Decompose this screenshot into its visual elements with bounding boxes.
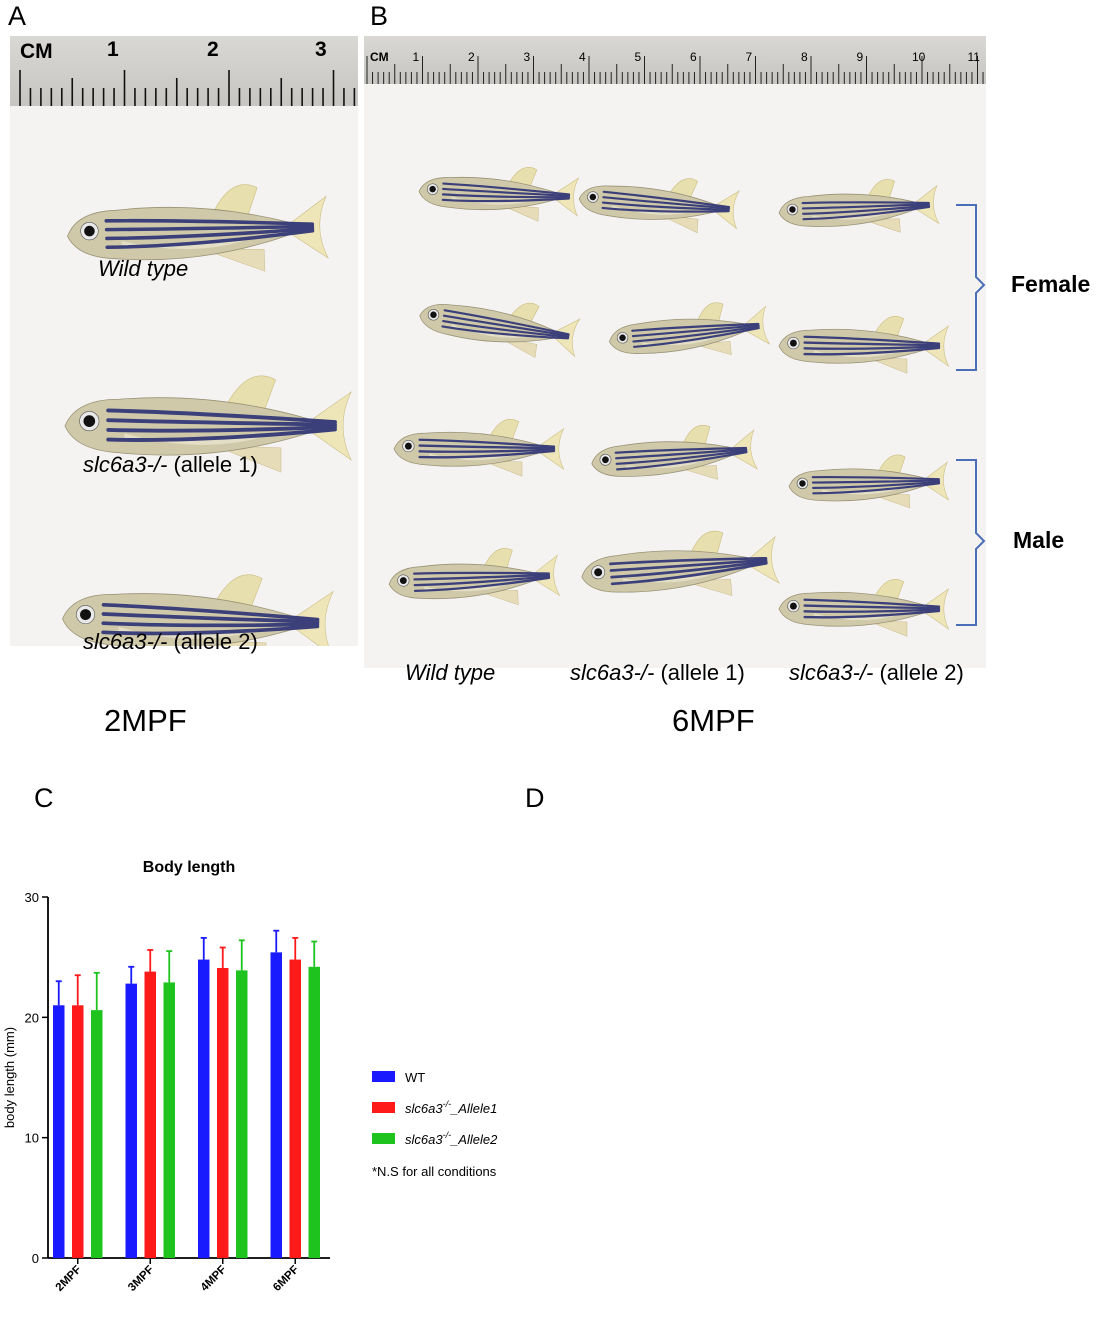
bar — [308, 966, 320, 1258]
ruler-b-label: 3 — [523, 50, 531, 64]
panel-a-label-wildtype: Wild type — [98, 256, 189, 281]
bar — [163, 982, 175, 1258]
ruler-b-unit: CM — [370, 50, 389, 64]
zebrafish — [393, 419, 565, 477]
legend-swatch — [372, 1071, 395, 1082]
ruler-b-label: 5 — [634, 50, 642, 64]
ruler-a-ticks — [19, 70, 356, 106]
ruler-b-label: 7 — [745, 50, 753, 64]
chart-title: Body length — [143, 859, 235, 876]
bar — [217, 967, 229, 1258]
bar — [72, 1005, 84, 1258]
ruler-b-label: 8 — [801, 50, 808, 64]
ruler-a-label-1: 1 — [107, 38, 119, 61]
ruler-b: CM 1 2 3 4 5 6 7 8 9 10 11 — [364, 36, 986, 84]
bar — [236, 970, 248, 1258]
ruler-a-label-3: 3 — [315, 38, 327, 61]
zebrafish — [578, 178, 740, 234]
ruler-a: CM 1 2 3 — [10, 36, 358, 106]
panel-a-fish-layer — [62, 184, 352, 646]
zebrafish — [388, 548, 561, 606]
ruler-b-label: 4 — [579, 50, 586, 64]
legend-swatch — [372, 1102, 395, 1113]
zebrafish — [591, 424, 759, 480]
x-tick-label: 4MPF — [199, 1264, 229, 1294]
panel-letter-a: A — [8, 1, 27, 31]
legend-label: WT — [405, 1070, 425, 1085]
panel-b-photo: CM 1 2 3 4 5 6 7 8 9 10 11 — [364, 36, 986, 668]
y-tick-label: 0 — [32, 1251, 39, 1266]
panel-b-fish-layer — [388, 167, 950, 637]
group-label-male: Male — [1013, 527, 1065, 553]
zebrafish — [581, 530, 781, 597]
zebrafish — [608, 302, 771, 356]
ruler-a-label-2: 2 — [207, 38, 219, 61]
ruler-b-label: 2 — [468, 50, 475, 64]
bar — [270, 952, 282, 1258]
zebrafish — [62, 574, 335, 646]
chart-note: *N.S for all conditions — [372, 1164, 497, 1179]
ruler-b-label: 6 — [690, 50, 697, 64]
panel-a-photo: CM 1 2 3 — [10, 36, 358, 646]
zebrafish — [788, 454, 950, 509]
panel-b-stage: 6MPF — [672, 703, 755, 738]
bar — [144, 971, 156, 1258]
group-braces — [956, 204, 986, 626]
panel-letter-b: B — [370, 1, 389, 31]
y-axis-label: body length (mm) — [2, 1027, 17, 1128]
bar — [125, 983, 137, 1258]
bar — [289, 959, 301, 1258]
ruler-b-label: 9 — [856, 50, 864, 64]
zebrafish — [67, 184, 329, 272]
x-tick-label: 3MPF — [126, 1264, 156, 1294]
ruler-a-unit: CM — [20, 40, 53, 63]
female-brace — [956, 204, 986, 371]
zebrafish — [778, 579, 950, 637]
bar — [91, 1010, 103, 1258]
panel-letter-c: C — [34, 783, 54, 813]
ruler-b-label: 10 — [912, 50, 926, 64]
y-tick-label: 30 — [25, 890, 39, 905]
body-length-chart: Body length body length (mm) 0 10 20 30 2MPF 3M… — [2, 859, 498, 1294]
ruler-b-label: 11 — [967, 50, 980, 64]
ruler-b-ticks — [366, 56, 984, 84]
zebrafish — [778, 179, 940, 233]
zebrafish — [778, 316, 950, 374]
panel-b-label-allele1: slc6a3-/- (allele 1) — [570, 660, 745, 685]
panel-a-label-allele2: slc6a3-/- (allele 2) — [83, 629, 258, 654]
legend-label: slc6a3-/-_Allele2 — [405, 1130, 498, 1147]
legend-label: slc6a3-/-_Allele1 — [405, 1099, 497, 1116]
group-label-female: Female — [1011, 271, 1091, 297]
x-tick-label: 6MPF — [271, 1264, 301, 1294]
zebrafish — [418, 167, 580, 222]
panel-letter-d: D — [525, 783, 545, 813]
y-tick-label: 10 — [25, 1131, 39, 1146]
x-tick-label: 2MPF — [54, 1264, 84, 1294]
male-brace — [956, 459, 986, 626]
ruler-b-label: 1 — [412, 50, 420, 64]
legend-swatch — [372, 1133, 395, 1144]
zebrafish — [419, 302, 581, 359]
y-tick-label: 20 — [25, 1010, 39, 1025]
panel-b-label-wildtype: Wild type — [405, 660, 496, 685]
bar — [198, 959, 210, 1258]
bar — [53, 1005, 65, 1258]
panel-b-label-allele2: slc6a3-/- (allele 2) — [789, 660, 964, 685]
panel-a-label-allele1: slc6a3-/- (allele 1) — [83, 452, 258, 477]
panel-a-stage: 2MPF — [104, 703, 187, 738]
zebrafish — [64, 375, 352, 473]
